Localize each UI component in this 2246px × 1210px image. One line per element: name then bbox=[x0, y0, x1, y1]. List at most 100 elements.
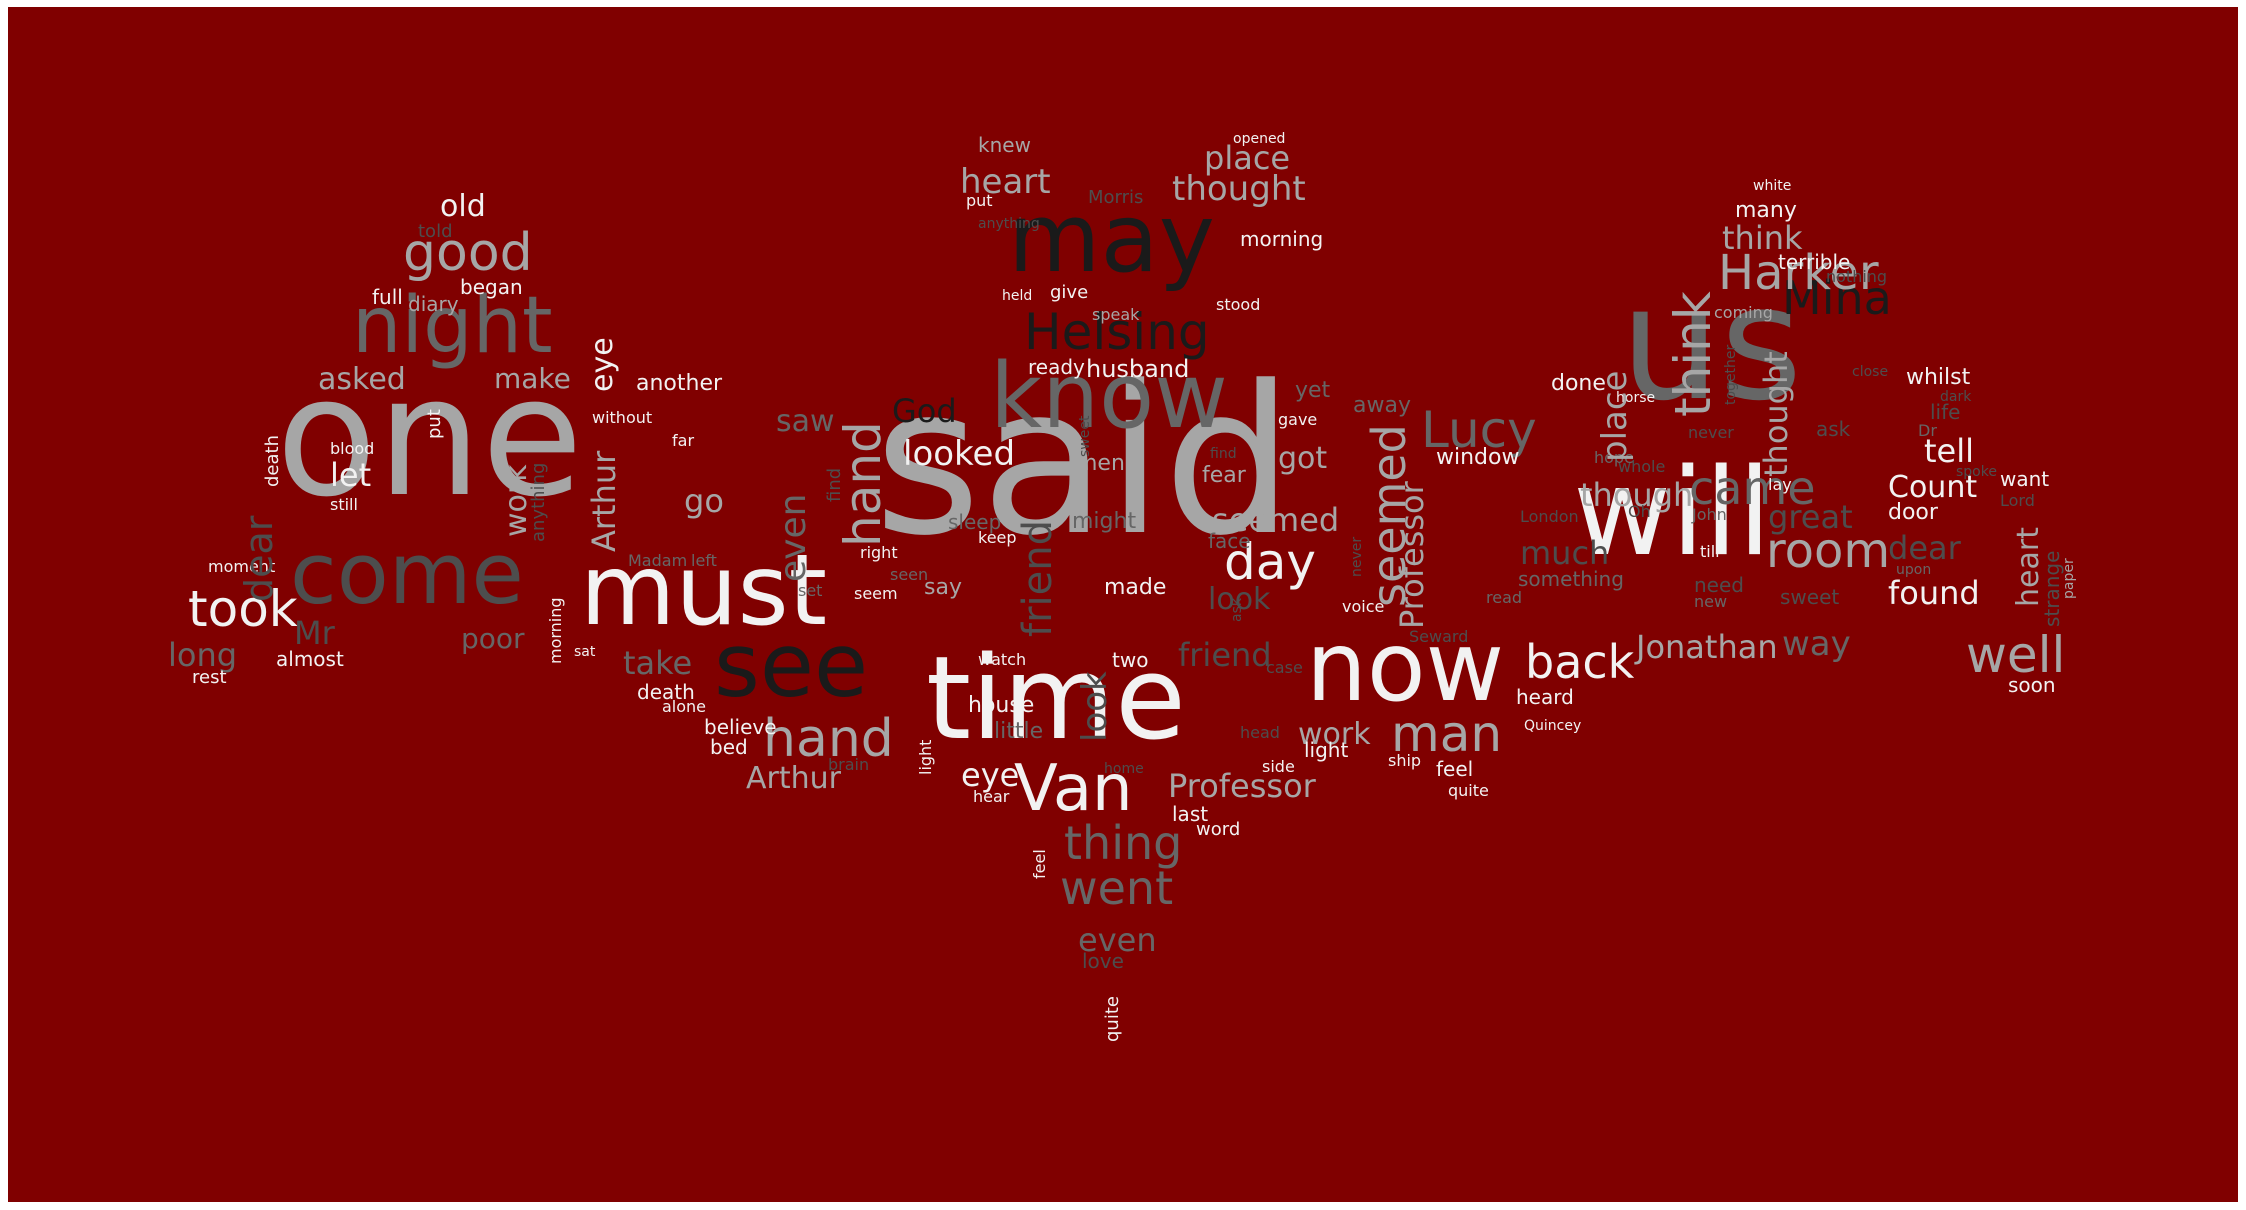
word-even: even bbox=[773, 493, 814, 582]
word-right: two bbox=[1112, 648, 1149, 672]
word-Quincey: put bbox=[966, 191, 993, 210]
word-little: asked bbox=[318, 362, 406, 397]
word-mind: need bbox=[1694, 573, 1744, 597]
word-believe: Dr bbox=[1918, 421, 1937, 440]
word-need: opened bbox=[1233, 131, 1286, 147]
word-eye: eye bbox=[585, 337, 620, 392]
word-upon: light bbox=[1304, 738, 1349, 762]
word-put: put bbox=[424, 409, 445, 439]
word-know: know bbox=[990, 344, 1228, 449]
word-Arthur: Arthur bbox=[585, 450, 623, 552]
word-felt: dark bbox=[1940, 389, 1972, 405]
word-terrible: men bbox=[1076, 451, 1125, 476]
word-Mr: though bbox=[1580, 476, 1694, 514]
word-blood: many bbox=[1735, 198, 1797, 223]
word-took: back bbox=[1525, 635, 1635, 689]
word-still: another bbox=[636, 371, 723, 396]
word-Oh: morning bbox=[1240, 227, 1324, 251]
word-said: said bbox=[874, 343, 1294, 581]
word-last: whilst bbox=[1906, 365, 1971, 390]
word-went: thing bbox=[1064, 816, 1183, 870]
word-anything: anything bbox=[528, 462, 549, 542]
word-rest: knew bbox=[978, 133, 1031, 157]
word-turned: home bbox=[1104, 761, 1144, 777]
word-Madam: diary bbox=[408, 292, 459, 316]
word-word: life bbox=[1930, 400, 1961, 424]
word-coming: feel bbox=[1436, 757, 1474, 781]
word-us: us bbox=[1620, 252, 1803, 436]
word-told: window bbox=[1436, 445, 1520, 470]
word-room: came bbox=[1689, 461, 1816, 515]
word-hour: John bbox=[1692, 505, 1727, 524]
word-seem: last bbox=[1172, 802, 1209, 826]
word-soon: ship bbox=[1388, 751, 1422, 770]
word-yet: Arthur bbox=[746, 761, 841, 796]
word-long: great bbox=[1768, 498, 1853, 536]
word-something: give bbox=[1050, 282, 1089, 303]
word-now: now bbox=[1306, 611, 1505, 723]
word-cloud-panel: said one us will time must now may know … bbox=[8, 7, 2238, 1202]
word-soul: coming bbox=[1714, 303, 1773, 322]
word-may: may bbox=[1008, 184, 1215, 294]
word-feel: feel bbox=[1030, 849, 1049, 879]
word-will: will bbox=[1573, 444, 1772, 583]
word-love: rest bbox=[192, 667, 227, 688]
word-asked: look bbox=[1208, 582, 1271, 617]
word-poor: dear bbox=[1888, 529, 1961, 567]
word-men: saw bbox=[776, 404, 835, 439]
word-take: found bbox=[1888, 574, 1980, 612]
word-together: together bbox=[1723, 344, 1739, 405]
word-saw: tell bbox=[1924, 432, 1975, 470]
word-lay: gave bbox=[1278, 410, 1318, 429]
word-Professor: Professor bbox=[1393, 481, 1431, 629]
word-dear: dear bbox=[237, 515, 281, 602]
word-gave: set bbox=[798, 581, 823, 600]
word-life: got bbox=[1278, 441, 1328, 476]
word-another: face bbox=[1208, 529, 1251, 553]
word-hand: hand bbox=[834, 421, 892, 547]
word-friend: friend bbox=[1015, 520, 1061, 637]
word-London: seen bbox=[890, 565, 929, 584]
word-part: white bbox=[1753, 178, 1792, 194]
word-thing: hand bbox=[763, 709, 894, 769]
word-opened: seem bbox=[854, 584, 898, 603]
word-Harker: Jonathan bbox=[1636, 628, 1778, 666]
word-white: heard bbox=[1516, 685, 1574, 709]
word-held: far bbox=[672, 431, 695, 450]
word-house: make bbox=[494, 362, 571, 395]
word-spoke: London bbox=[1520, 507, 1579, 526]
word-left: told bbox=[418, 221, 453, 242]
word-day: took bbox=[188, 580, 298, 638]
word-Jonathan: way bbox=[1782, 624, 1851, 664]
word-voice: keep bbox=[978, 528, 1017, 547]
word-much: take bbox=[623, 644, 693, 682]
word-light: light bbox=[916, 739, 935, 775]
word-seen: bed bbox=[710, 735, 748, 759]
word-God: Count bbox=[1888, 470, 1978, 505]
word-alone: blood bbox=[330, 439, 375, 458]
word-go: Harker bbox=[1718, 245, 1879, 301]
word-found: go bbox=[684, 482, 724, 520]
word-first: something bbox=[1518, 567, 1624, 591]
word-horse: voice bbox=[1342, 597, 1385, 616]
word-head: death bbox=[637, 680, 695, 704]
word-Dr: eye bbox=[961, 756, 1020, 794]
word-gone: till bbox=[1700, 542, 1720, 561]
word-home: Quincey bbox=[1524, 718, 1582, 734]
word-child: close bbox=[1852, 364, 1889, 380]
word-diary: away bbox=[1353, 393, 1411, 418]
word-window: house bbox=[968, 693, 1035, 718]
word-Godalming: speak bbox=[1092, 305, 1140, 324]
word-quite: quite bbox=[1102, 996, 1123, 1042]
word-hope: held bbox=[1002, 288, 1033, 304]
word-letter: whole bbox=[1618, 457, 1666, 476]
word-looked: think bbox=[1722, 219, 1803, 257]
word-heard: love bbox=[1082, 949, 1124, 973]
word-back: well bbox=[1966, 626, 2066, 684]
word-night: night bbox=[352, 281, 553, 371]
word-say: old bbox=[440, 189, 486, 224]
word-stood: Madam bbox=[628, 551, 688, 570]
word-well: went bbox=[1060, 861, 1174, 915]
word-knew: sleep bbox=[948, 510, 1002, 534]
word-watch: read bbox=[1486, 588, 1523, 607]
